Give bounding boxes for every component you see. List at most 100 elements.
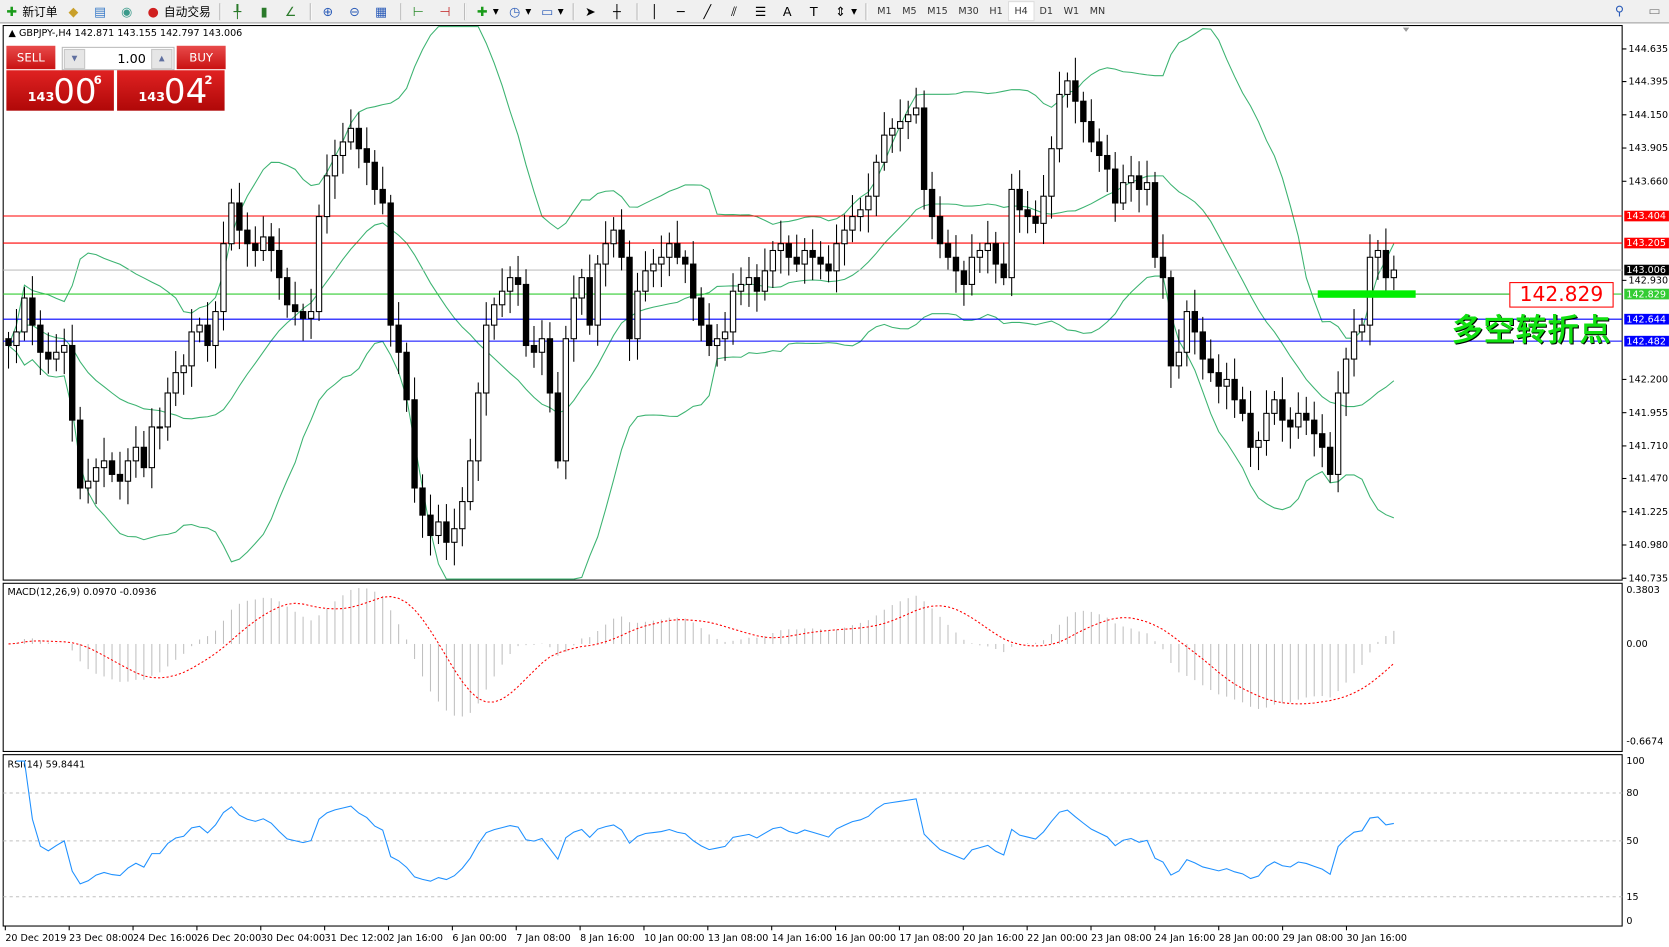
timeframe-h1[interactable]: H1 bbox=[989, 5, 1003, 17]
trendline-tool[interactable]: ╱ bbox=[696, 1, 723, 21]
bull-candle bbox=[92, 467, 100, 482]
navigator-button[interactable]: ▤ bbox=[88, 1, 115, 21]
tile-windows-button[interactable]: ▦ bbox=[369, 1, 396, 21]
templates-button[interactable]: ▭ ▾ bbox=[541, 3, 564, 19]
one-click-trading-panel: SELL ▼ 1.00 ▲ BUY 143 00 6 143 04 2 bbox=[6, 45, 226, 112]
timeframe-h4[interactable]: H4 bbox=[1008, 1, 1035, 22]
bull-candle bbox=[570, 297, 577, 340]
bear-candle bbox=[952, 256, 960, 272]
lot-increase-button[interactable]: ▲ bbox=[151, 48, 173, 70]
timeframe-w1[interactable]: W1 bbox=[1063, 5, 1080, 17]
bear-candle bbox=[522, 283, 530, 347]
bear-candle bbox=[1032, 216, 1039, 224]
time-axis-label: 23 Jan 08:00 bbox=[1091, 933, 1152, 944]
lot-size-input[interactable]: ▼ 1.00 ▲ bbox=[61, 46, 175, 71]
price-chart[interactable]: 144.635 144.395 144.150 143.905 143.660 142.9… bbox=[0, 23, 1669, 947]
bear-candle bbox=[1303, 412, 1310, 421]
auto-trading-button[interactable]: ● 自动交易 bbox=[147, 3, 211, 19]
market-watch-button[interactable]: ◆ bbox=[62, 1, 89, 21]
buy-price-button[interactable]: 143 04 2 bbox=[117, 70, 225, 111]
chart-shift-button[interactable]: ⊣ bbox=[433, 1, 460, 21]
toolbar: ✚ 新订单 ◆ ▤ ◉ ● 自动交易 ╀ ▮ ∠ ⊕ ⊖ ▦ ⊢ ⊣ ✚ ▾ ◷ ▾ ▭… bbox=[0, 0, 1669, 24]
bull-candle bbox=[658, 256, 665, 265]
timeframe-m1[interactable]: M1 bbox=[877, 5, 892, 17]
bull-candle bbox=[100, 460, 108, 469]
level-price-label: 142.644 bbox=[1626, 314, 1666, 325]
time-axis-label: 7 Jan 08:00 bbox=[516, 933, 570, 944]
horizontal-line-icon: ─ bbox=[676, 3, 685, 19]
bull-candle bbox=[538, 338, 546, 353]
bull-candle bbox=[642, 270, 649, 292]
line-chart-button[interactable]: ∠ bbox=[279, 1, 306, 21]
timeframe-m30[interactable]: M30 bbox=[958, 5, 979, 17]
bear-candle bbox=[992, 243, 999, 265]
search-icon[interactable]: ⚲ bbox=[1614, 3, 1625, 19]
bear-candle bbox=[363, 148, 370, 163]
sell-price-button[interactable]: 143 00 6 bbox=[6, 70, 114, 111]
bull-candle bbox=[594, 263, 601, 326]
level-price-label: 142.482 bbox=[1626, 336, 1666, 347]
zoom-out-button[interactable]: ⊖ bbox=[343, 1, 370, 21]
zoom-in-button[interactable]: ⊕ bbox=[316, 1, 343, 21]
candlestick-button[interactable]: ▮ bbox=[252, 1, 279, 21]
buy-button[interactable]: BUY bbox=[176, 45, 226, 70]
signal-icon: ◉ bbox=[121, 3, 133, 19]
bull-candle bbox=[1143, 182, 1151, 190]
time-axis-label: 13 Jan 08:00 bbox=[708, 933, 769, 944]
bear-candle bbox=[1231, 378, 1238, 401]
bull-candle bbox=[307, 311, 315, 319]
timeframe-m5[interactable]: M5 bbox=[902, 5, 917, 17]
bear-candle bbox=[1382, 249, 1390, 279]
bear-candle bbox=[116, 473, 124, 482]
bear-candle bbox=[785, 243, 792, 258]
lot-decrease-button[interactable]: ▼ bbox=[63, 48, 86, 70]
new-order-button[interactable]: ✚ 新订单 bbox=[0, 1, 62, 21]
periods-button[interactable]: ◷ ▾ bbox=[509, 3, 532, 19]
cursor-tool[interactable]: ➤ bbox=[579, 1, 606, 21]
bear-candle bbox=[76, 419, 84, 489]
divider bbox=[636, 2, 639, 20]
bull-candle bbox=[857, 209, 864, 218]
bear-candle bbox=[928, 188, 936, 218]
chat-icon[interactable]: ▭ bbox=[1648, 3, 1661, 19]
bear-candle bbox=[1072, 80, 1079, 102]
price-annotation-label[interactable]: 142.829 bbox=[1509, 282, 1614, 308]
bull-candle bbox=[1350, 331, 1358, 360]
text-label-icon: T bbox=[809, 3, 818, 19]
bull-candle bbox=[984, 243, 991, 252]
bear-candle bbox=[276, 249, 283, 279]
bear-candle bbox=[403, 351, 410, 401]
fibonacci-tool[interactable]: ☰ bbox=[749, 1, 776, 21]
turning-point-annotation[interactable]: 多空转折点 bbox=[1451, 311, 1612, 349]
price-axis-label: 140.735 bbox=[1629, 573, 1669, 584]
bull-candle bbox=[498, 290, 506, 306]
horizontal-line-tool[interactable]: ─ bbox=[669, 1, 696, 21]
equidistant-channel-tool[interactable]: ⫽ bbox=[722, 1, 749, 21]
rsi-axis-label: 50 bbox=[1626, 836, 1638, 847]
indicators-button[interactable]: ✚ ▾ bbox=[470, 1, 502, 21]
bull-candle bbox=[1334, 392, 1342, 475]
bull-candle bbox=[904, 114, 912, 123]
timeframe-mn[interactable]: MN bbox=[1089, 5, 1106, 17]
signals-button[interactable]: ◉ bbox=[115, 1, 142, 21]
bear-candle bbox=[514, 277, 522, 285]
auto-scroll-button[interactable]: ⊢ bbox=[407, 1, 434, 21]
crosshair-tool[interactable]: ┼ bbox=[605, 1, 632, 21]
bull-candle bbox=[506, 277, 514, 292]
bear-candle bbox=[1319, 433, 1326, 448]
bear-candle bbox=[674, 243, 681, 258]
timeframe-d1[interactable]: D1 bbox=[1039, 5, 1053, 17]
timeframe-m15[interactable]: M15 bbox=[927, 5, 948, 17]
time-axis-label: 17 Jan 08:00 bbox=[899, 933, 960, 944]
bar-chart-button[interactable]: ╀ bbox=[226, 1, 253, 21]
arrows-tool[interactable]: ⇕ ▾ bbox=[829, 1, 861, 21]
text-label-tool[interactable]: T bbox=[802, 1, 829, 21]
chart-panel-frame bbox=[2, 582, 1623, 752]
vertical-line-tool[interactable]: │ bbox=[642, 1, 669, 21]
bull-candle bbox=[578, 277, 585, 299]
sell-button[interactable]: SELL bbox=[6, 45, 56, 70]
text-tool[interactable]: A bbox=[776, 1, 803, 21]
vertical-line-icon: │ bbox=[650, 3, 659, 19]
bull-candle bbox=[1175, 351, 1183, 367]
bull-candle bbox=[841, 229, 848, 245]
